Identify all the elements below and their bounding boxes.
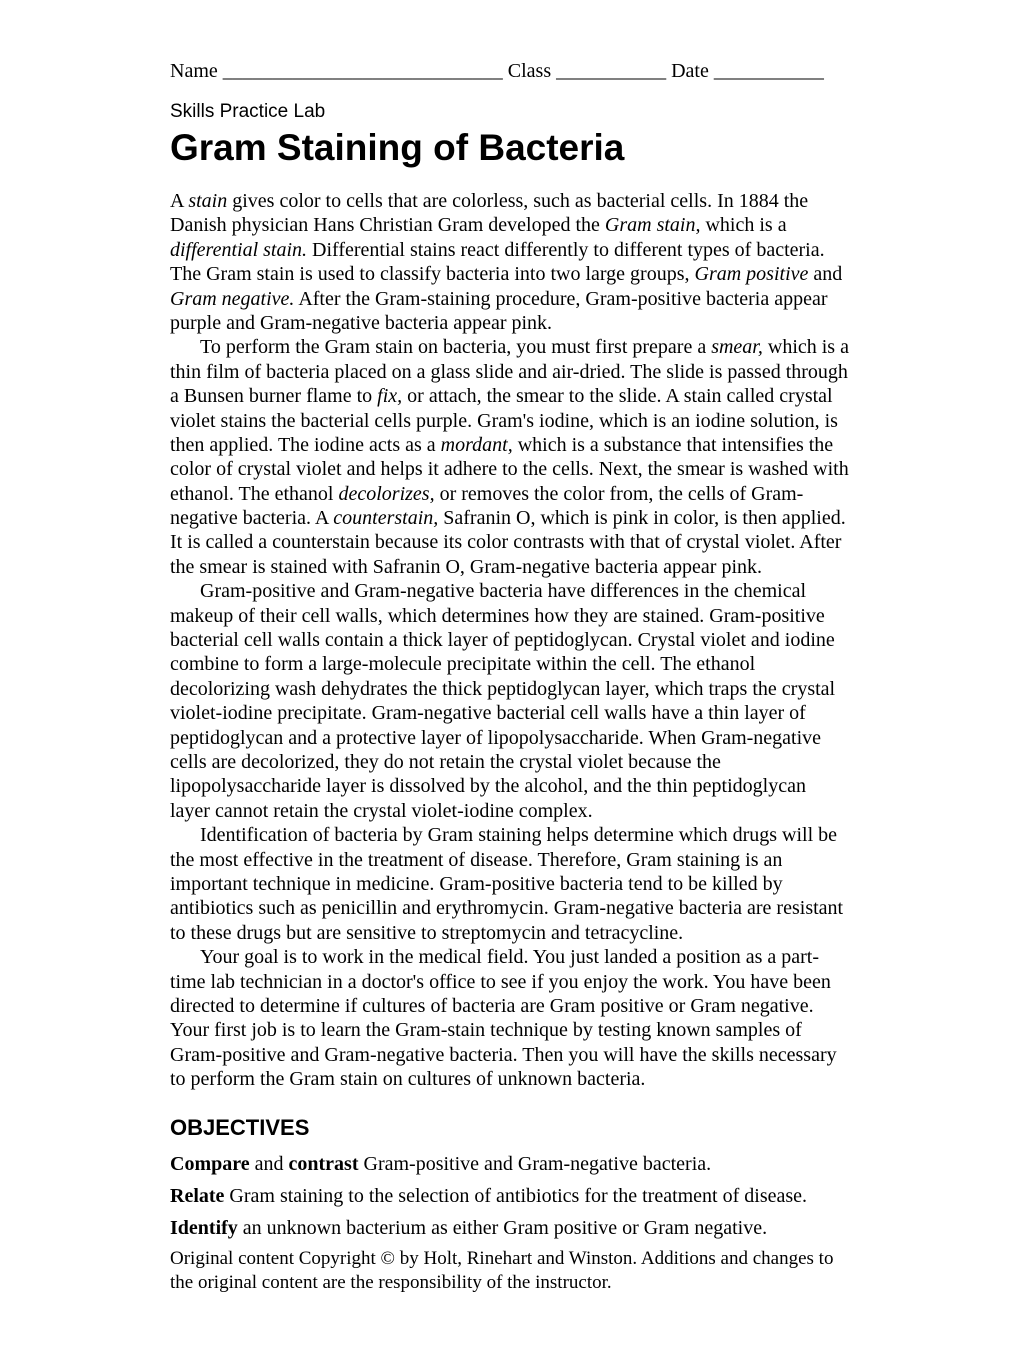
class-field-label: Class ___________ [508,60,666,82]
date-field-label: Date ___________ [671,60,824,82]
italic-text: mordant, [441,434,513,456]
document-page: Name ____________________________ Class … [0,0,1020,1345]
text: Gram-positive and Gram-negative bacteria… [359,1153,712,1175]
bold-text: Compare [170,1153,250,1175]
italic-text: decolorizes, [338,483,434,505]
objectives-heading: OBJECTIVES [170,1115,850,1141]
body-paragraph-5: Your goal is to work in the medical fiel… [170,945,850,1091]
text: which is a [700,214,786,236]
subtitle: Skills Practice Lab [170,101,850,123]
italic-text: Gram stain, [605,214,701,236]
bold-text: Relate [170,1185,224,1207]
italic-text: smear, [711,336,763,358]
objective-2: Relate Gram staining to the selection of… [170,1183,850,1209]
italic-text: Gram positive [695,263,809,285]
text: and [250,1153,289,1175]
copyright-text: Original content Copyright © by Holt, Ri… [170,1247,850,1295]
italic-text: stain [188,190,227,212]
page-title: Gram Staining of Bacteria [170,127,850,169]
objective-1: Compare and contrast Gram-positive and G… [170,1151,850,1177]
italic-text: counterstain, [333,507,438,529]
text: an unknown bacterium as either Gram posi… [238,1217,767,1239]
text: and [808,263,842,285]
text: A [170,190,188,212]
header-line: Name ____________________________ Class … [170,60,850,83]
italic-text: fix, [377,385,402,407]
text: To perform the Gram stain on bacteria, y… [200,336,711,358]
name-field-label: Name ____________________________ [170,60,503,82]
italic-text: differential stain. [170,239,307,261]
italic-text: Gram negative. [170,288,294,310]
bold-text: contrast [289,1153,359,1175]
objective-3: Identify an unknown bacterium as either … [170,1215,850,1241]
body-paragraph-4: Identification of bacteria by Gram stain… [170,823,850,945]
text: Gram-positive and Gram-negative bacteria… [170,580,835,822]
text: Identification of bacteria by Gram stain… [170,824,843,944]
body-paragraph-2: To perform the Gram stain on bacteria, y… [170,335,850,579]
text: Gram staining to the selection of antibi… [224,1185,807,1207]
body-paragraph-3: Gram-positive and Gram-negative bacteria… [170,579,850,823]
bold-text: Identify [170,1217,238,1239]
text: Your goal is to work in the medical fiel… [170,946,837,1090]
body-paragraph-1: A stain gives color to cells that are co… [170,189,850,335]
